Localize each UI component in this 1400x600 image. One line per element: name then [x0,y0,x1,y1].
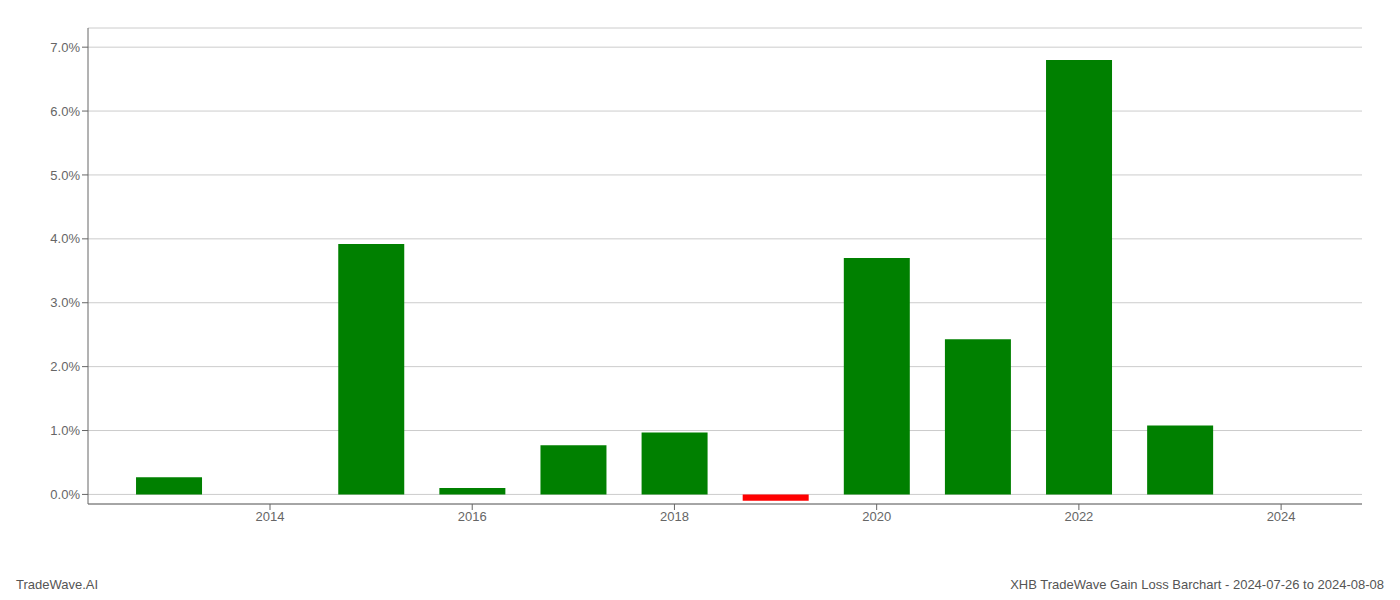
svg-text:4.0%: 4.0% [50,231,80,246]
svg-text:2.0%: 2.0% [50,359,80,374]
svg-text:3.0%: 3.0% [50,295,80,310]
svg-text:7.0%: 7.0% [50,40,80,55]
svg-text:5.0%: 5.0% [50,168,80,183]
svg-text:2020: 2020 [862,509,891,524]
svg-text:0.0%: 0.0% [50,487,80,502]
svg-text:2024: 2024 [1267,509,1296,524]
html-text:XHB TradeWave Gain Loss Barcha: XHB TradeWave Gain Loss Barchart - 2024-… [1010,577,1384,592]
svg-text:6.0%: 6.0% [50,104,80,119]
svg-text:1.0%: 1.0% [50,423,80,438]
svg-text:2016: 2016 [458,509,487,524]
svg-text:2022: 2022 [1064,509,1093,524]
svg-text:2018: 2018 [660,509,689,524]
svg-text:2014: 2014 [256,509,285,524]
html-text:TradeWave.AI: TradeWave.AI [16,577,99,592]
